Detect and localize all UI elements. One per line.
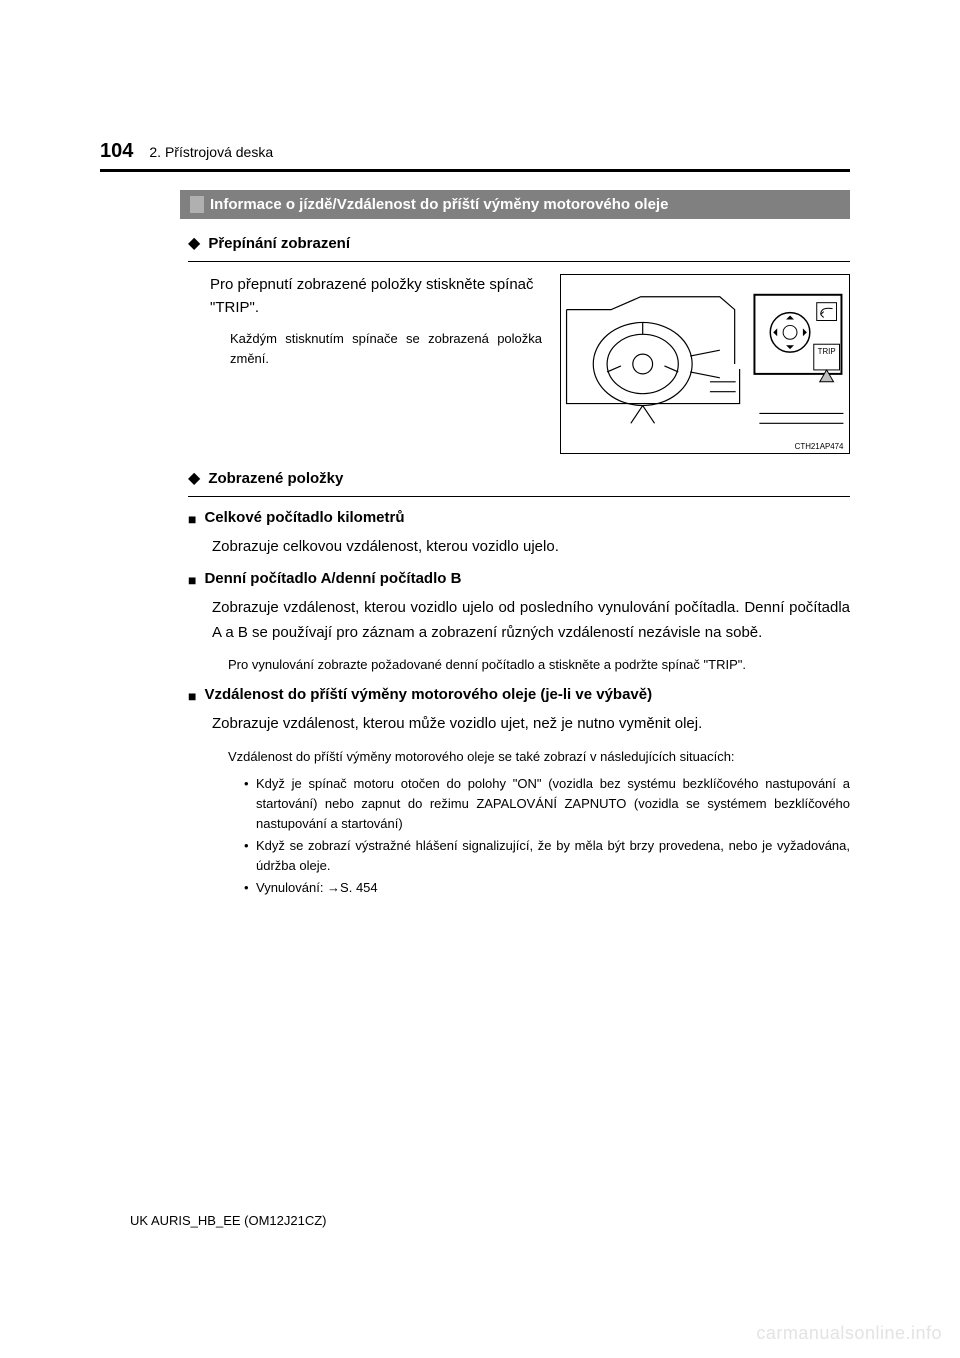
item-total-odometer: ■ Celkové počítadlo kilometrů Zobrazuje … [188, 509, 850, 560]
item-body: Zobrazuje vzdálenost, kterou vozidlo uje… [212, 596, 850, 646]
item-body: Zobrazuje vzdálenost, kterou může vozidl… [212, 712, 850, 737]
trip-figure: TRIP CTH21AP474 [560, 274, 850, 454]
rule [188, 261, 850, 262]
square-icon: ■ [188, 572, 196, 588]
figure-code: CTH21AP474 [795, 442, 844, 451]
item-note: Pro vynulování zobrazte požadované denní… [228, 655, 850, 676]
page-number: 104 [100, 140, 133, 163]
section-band: Informace o jízdě/Vzdálenost do příští v… [180, 190, 850, 219]
item-title: Denní počítadlo A/denní počítadlo B [204, 570, 461, 587]
switching-note: Každým stisknutím spínače se zobrazená p… [210, 329, 542, 369]
trip-label: TRIP [818, 347, 836, 356]
item-oil-distance: ■ Vzdálenost do příští výměny motorového… [188, 686, 850, 898]
square-icon: ■ [188, 688, 196, 704]
diamond-icon: ◆ [188, 468, 200, 488]
bullet: Když se zobrazí výstražné hlášení signal… [244, 836, 850, 876]
bullet: Když je spínač motoru otočen do polohy "… [244, 774, 850, 834]
section-title: Informace o jízdě/Vzdálenost do příští v… [190, 196, 840, 213]
subheading-items: ◆ Zobrazené položky [188, 468, 850, 488]
item-trip-ab: ■ Denní počítadlo A/denní počítadlo B Zo… [188, 570, 850, 676]
bullet: Vynulování: →S. 454 [244, 878, 850, 898]
switching-text: Pro přepnutí zobrazené položky stiskněte… [210, 274, 542, 369]
chapter-title: 2. Přístrojová deska [149, 144, 273, 160]
item-body: Zobrazuje celkovou vzdálenost, kterou vo… [212, 535, 850, 560]
manual-page: 104 2. Přístrojová deska Informace o jíz… [0, 0, 960, 1358]
switching-block: Pro přepnutí zobrazené položky stiskněte… [210, 274, 850, 454]
item-bullets: Když je spínač motoru otočen do polohy "… [244, 774, 850, 899]
item-note: Vzdálenost do příští výměny motorového o… [228, 747, 850, 768]
square-icon: ■ [188, 511, 196, 527]
subheading-items-title: Zobrazené položky [208, 470, 343, 487]
item-title: Celkové počítadlo kilometrů [204, 509, 404, 526]
switching-para: Pro přepnutí zobrazené položky stiskněte… [210, 274, 542, 319]
page-header: 104 2. Přístrojová deska [100, 140, 850, 172]
footer-code: UK AURIS_HB_EE (OM12J21CZ) [130, 1213, 327, 1228]
rule [188, 496, 850, 497]
watermark: carmanualsonline.info [756, 1323, 942, 1344]
item-title: Vzdálenost do příští výměny motorového o… [204, 686, 652, 703]
subheading-switching-title: Přepínání zobrazení [208, 235, 350, 252]
subheading-switching: ◆ Přepínání zobrazení [188, 233, 850, 253]
diamond-icon: ◆ [188, 233, 200, 253]
